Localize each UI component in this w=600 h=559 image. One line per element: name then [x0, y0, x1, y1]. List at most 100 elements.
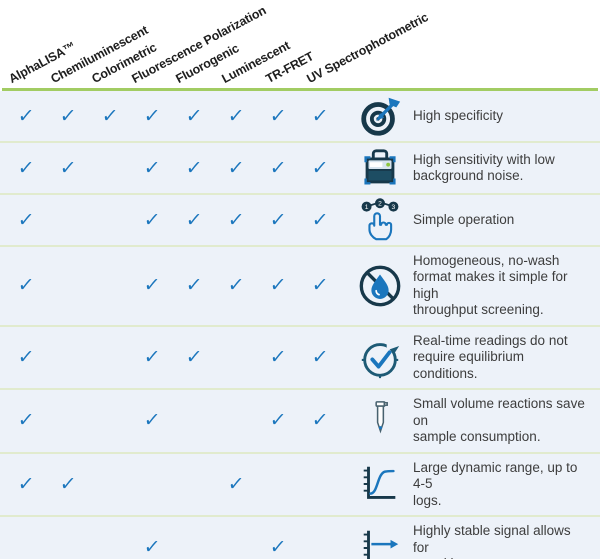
check-cell: ✓	[131, 157, 173, 179]
check-cell: ✓	[299, 347, 341, 369]
check-cell: ✓	[173, 347, 215, 369]
checkmark-icon: ✓	[226, 105, 246, 127]
svg-text:3: 3	[392, 204, 396, 211]
feature-description: Homogeneous, no-wash format makes it sim…	[413, 253, 568, 318]
check-cell: ✓	[215, 209, 257, 231]
check-cell: ✓	[173, 105, 215, 127]
table-row: ✓ ✓ ✓ ✓ ✓ Real-time readings do not require …	[0, 324, 600, 389]
column-header-label: UV Spectrophotometric	[304, 10, 431, 86]
checkmark-icon: ✓	[226, 275, 246, 297]
check-cell: ✓	[299, 275, 341, 297]
checkmark-icon: ✓	[16, 473, 36, 495]
check-cell: ✓	[257, 410, 299, 432]
check-cell: ✓	[5, 105, 47, 127]
feature-description: Highly stable signal allows for repetiti…	[413, 523, 571, 559]
check-cell: ✓	[5, 410, 47, 432]
checkmark-icon: ✓	[184, 105, 204, 127]
check-cell: ✓	[299, 410, 341, 432]
checkmark-icon: ✓	[226, 157, 246, 179]
check-cell: ✓	[257, 158, 299, 179]
feature-description: Real-time readings do not require equili…	[413, 332, 568, 381]
check-cell: ✓	[257, 105, 299, 127]
table-row: ✓ ✓ ✓ Large dynamic range, up to 4-5 logs.	[0, 451, 600, 516]
table-row: ✓ ✓ ✓ ✓ ✓ ✓ 1 2 3 Simple operation	[0, 193, 600, 245]
stable-arrow-graph-icon	[349, 523, 411, 559]
check-cell: ✓	[5, 158, 47, 179]
feature-description: Simple operation	[413, 211, 515, 227]
checkmark-icon: ✓	[268, 410, 288, 432]
feature-description: High sensitivity with low background noi…	[413, 151, 555, 183]
checkmark-icon: ✓	[310, 347, 330, 369]
check-cell: ✓	[131, 537, 173, 559]
table-row: ✓ ✓ ✓ ✓ ✓ ✓ ✓ ✓ High specificity	[0, 91, 600, 141]
table-row: ✓ ✓ ✓ ✓ ✓ ✓ Homogeneous, no-wash format makes…	[0, 245, 600, 325]
check-cell: ✓	[257, 209, 299, 231]
clock-check-icon	[349, 333, 411, 383]
checkmark-icon: ✓	[268, 275, 288, 297]
checkmark-icon: ✓	[16, 410, 36, 432]
check-cell: ✓	[173, 275, 215, 296]
check-cell: ✓	[131, 347, 173, 369]
checkmark-icon: ✓	[16, 209, 36, 231]
checkmark-icon: ✓	[268, 105, 288, 127]
checkmark-icon: ✓	[184, 347, 204, 369]
checkmark-icon: ✓	[142, 537, 162, 559]
checkmark-icon: ✓	[268, 209, 288, 231]
check-cell: ✓	[5, 473, 47, 495]
check-cell: ✓	[215, 157, 257, 179]
checkmark-icon: ✓	[142, 275, 162, 297]
check-cell: ✓	[173, 209, 215, 231]
checkmark-icon: ✓	[184, 209, 204, 231]
header-divider	[2, 88, 598, 91]
table-row: ✓ ✓ ✓ ✓ ✓ ✓ ✓ High sensitivity with low backgr…	[0, 141, 600, 193]
checkmark-icon: ✓	[268, 347, 288, 369]
svg-text:1: 1	[365, 204, 369, 211]
check-cell: ✓	[5, 209, 47, 231]
instrument-icon	[349, 143, 411, 193]
check-cell: ✓	[215, 275, 257, 297]
checkmark-icon: ✓	[310, 275, 330, 297]
checkmark-icon: ✓	[268, 537, 288, 559]
checkmark-icon: ✓	[184, 157, 204, 179]
feature-description: High specificity	[413, 107, 504, 123]
checkmark-icon: ✓	[16, 347, 36, 369]
check-cell: ✓	[257, 537, 299, 559]
check-cell: ✓	[173, 157, 215, 179]
checkmark-icon: ✓	[142, 410, 162, 432]
checkmark-icon: ✓	[16, 105, 36, 127]
checkmark-icon: ✓	[58, 473, 78, 495]
checkmark-icon: ✓	[58, 157, 78, 179]
sigmoid-graph-icon	[349, 459, 411, 509]
checkmark-icon: ✓	[142, 157, 162, 179]
check-cell: ✓	[299, 105, 341, 127]
check-cell: ✓	[47, 106, 89, 127]
check-cell: ✓	[299, 157, 341, 179]
check-cell: ✓	[131, 275, 173, 297]
no-wash-drop-icon	[349, 261, 411, 311]
table-row: ✓ ✓ ✓ ✓ Small volume reactions save on samp…	[0, 388, 600, 452]
checkmark-icon: ✓	[142, 209, 162, 231]
check-cell: ✓	[131, 209, 173, 231]
check-cell: ✓	[47, 473, 89, 495]
checkmark-icon: ✓	[226, 209, 246, 231]
check-cell: ✓	[299, 210, 341, 231]
feature-description: Large dynamic range, up to 4-5 logs.	[413, 459, 578, 508]
checkmark-icon: ✓	[310, 157, 330, 179]
feature-description: Small volume reactions save on sample co…	[413, 396, 585, 445]
checkmark-icon: ✓	[142, 105, 162, 127]
checkmark-icon: ✓	[100, 105, 120, 127]
check-cell: ✓	[215, 474, 257, 495]
checkmark-icon: ✓	[142, 347, 162, 369]
checkmark-icon: ✓	[310, 410, 330, 432]
column-headers: AlphaLISA™ Chemiluminescent Colorimetric Fl…	[0, 0, 600, 88]
checkmark-icon: ✓	[310, 105, 330, 127]
target-dart-icon	[349, 91, 411, 141]
check-cell: ✓	[131, 410, 173, 432]
check-cell: ✓	[89, 105, 131, 127]
table-row: ✓ ✓ Highly stable signal allows for repet…	[0, 515, 600, 559]
check-cell: ✓	[5, 347, 47, 369]
check-cell: ✓	[5, 275, 47, 296]
check-cell: ✓	[215, 105, 257, 127]
check-cell: ✓	[257, 275, 299, 297]
